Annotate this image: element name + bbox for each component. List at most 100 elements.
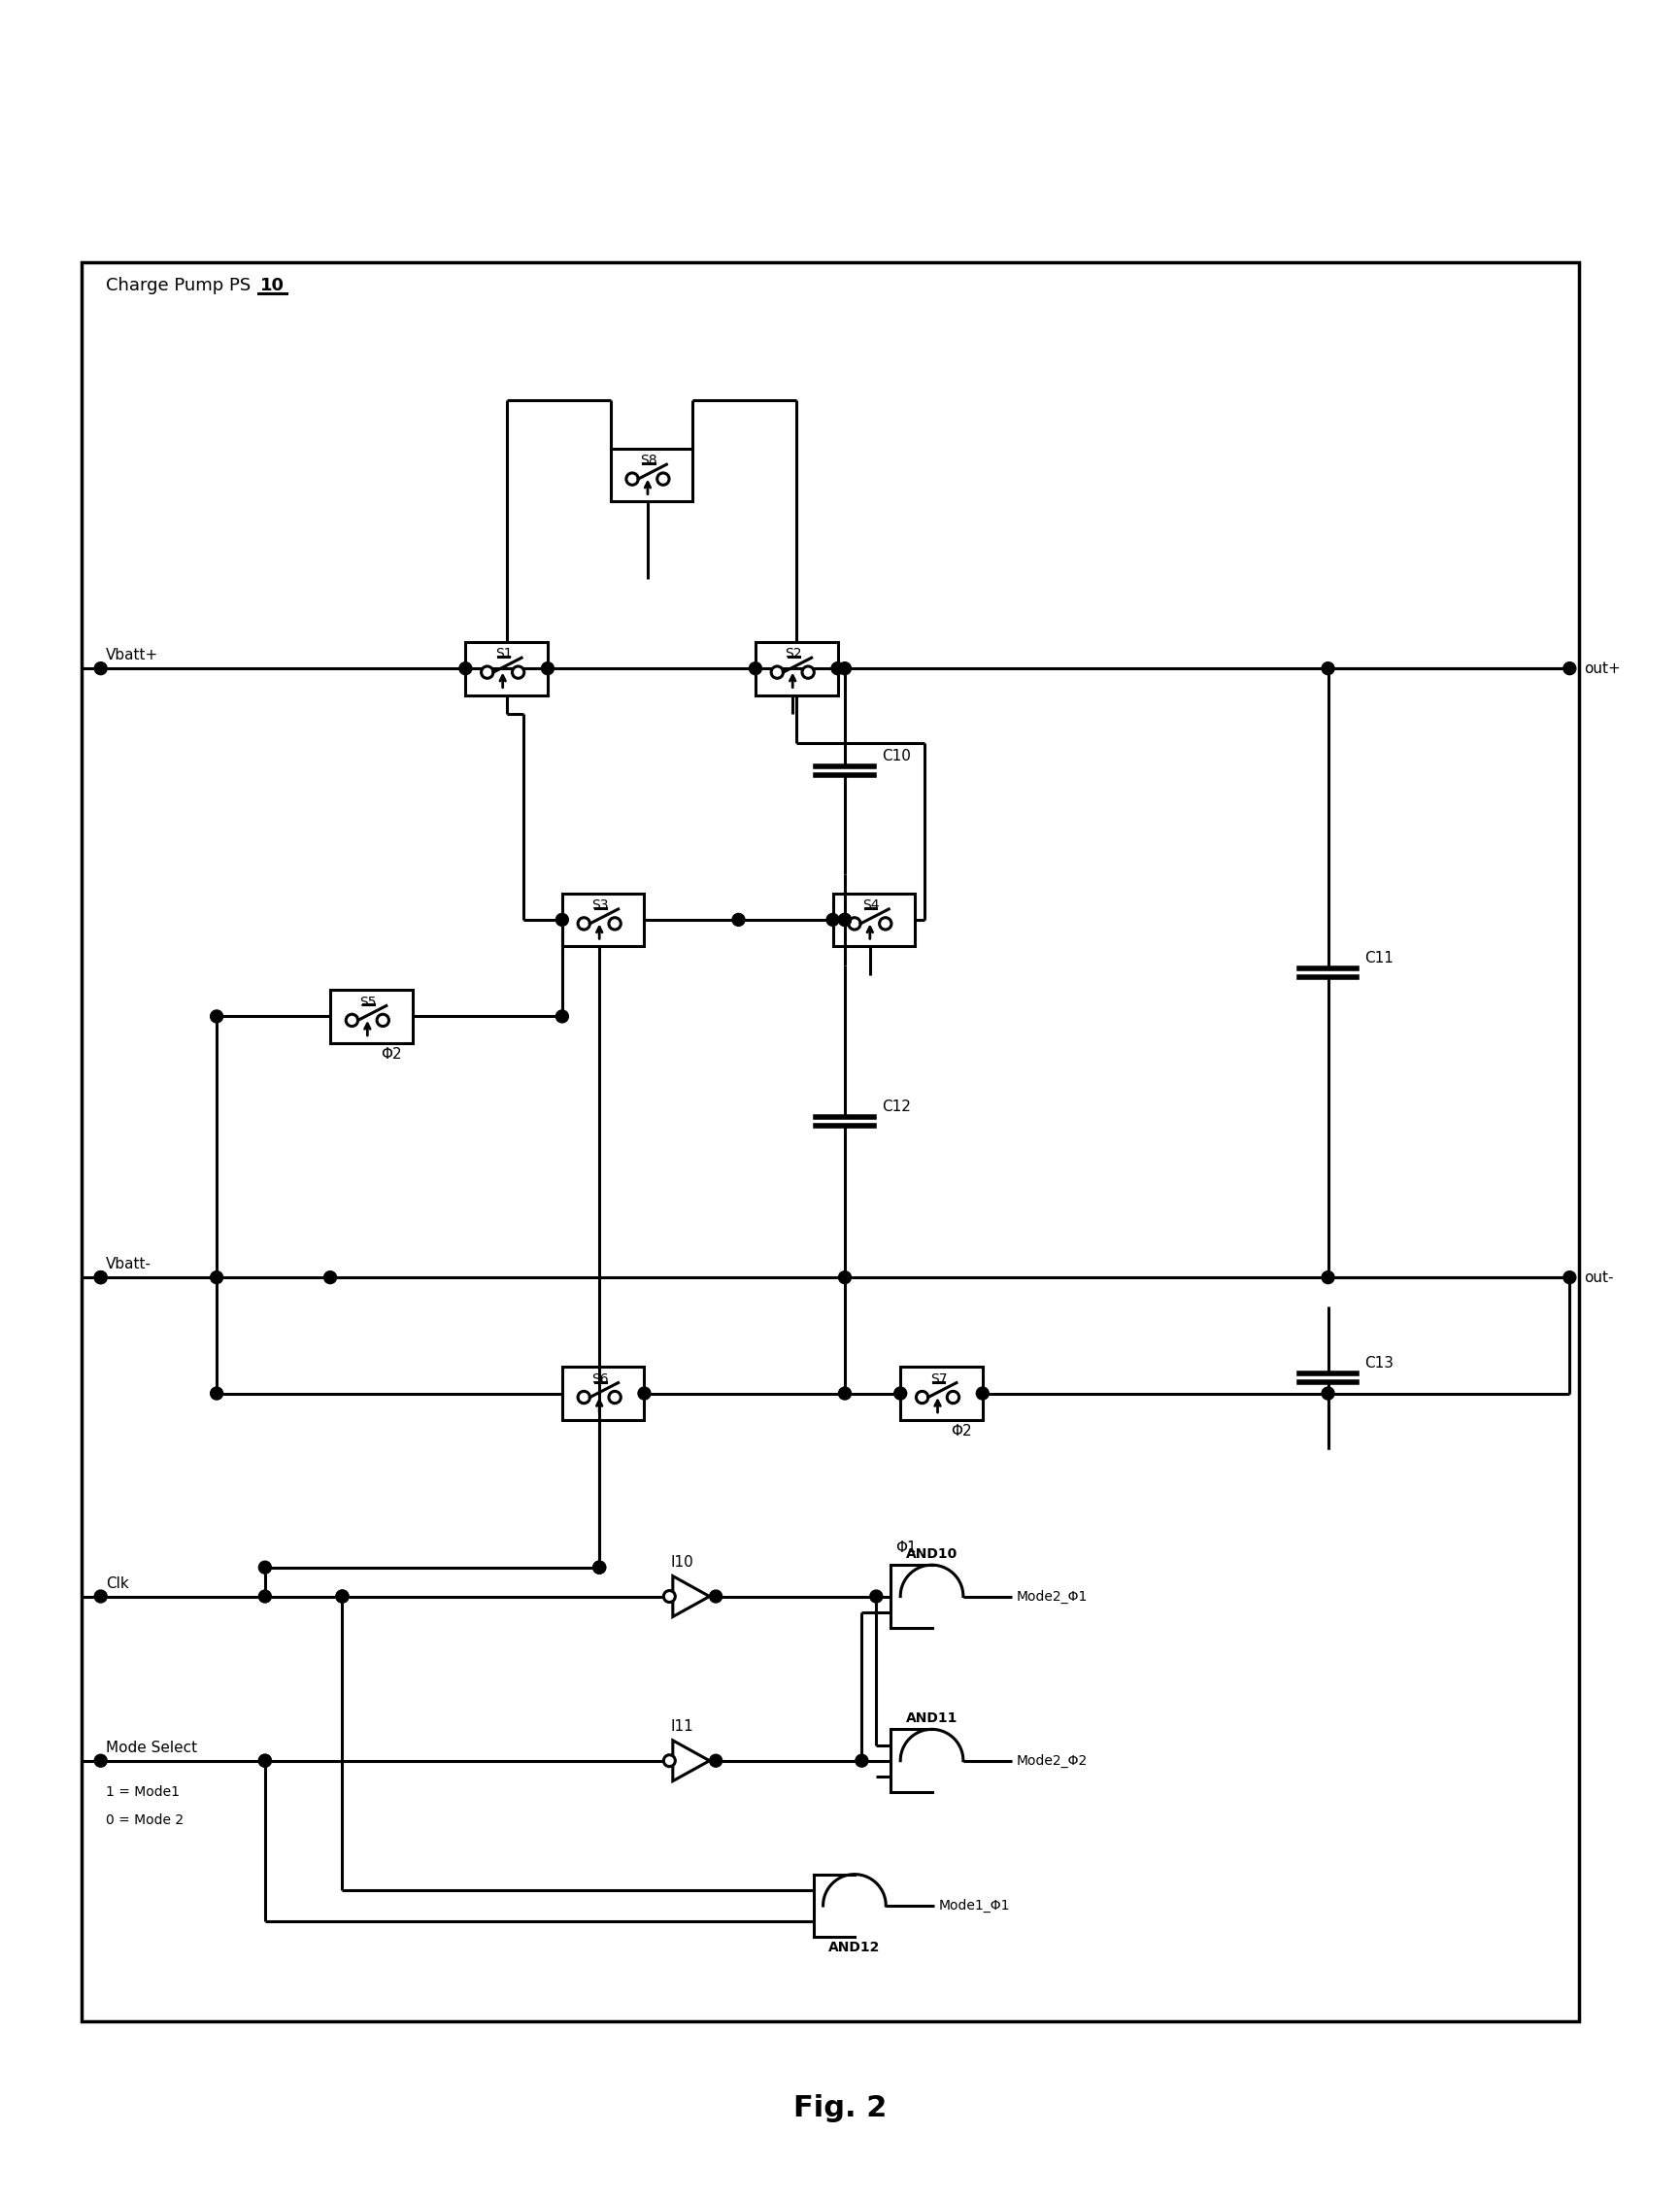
Text: S2: S2	[785, 647, 801, 660]
Circle shape	[556, 913, 568, 927]
Text: AND11: AND11	[906, 1712, 958, 1726]
Circle shape	[210, 1272, 223, 1283]
Circle shape	[336, 1589, 348, 1602]
Text: 1 = Mode1: 1 = Mode1	[106, 1785, 180, 1798]
Bar	[465, 643, 548, 696]
Text: S8: S8	[640, 453, 657, 467]
Text: Mode2_Φ1: Mode2_Φ1	[1016, 1589, 1087, 1602]
Text: C12: C12	[882, 1100, 911, 1114]
Circle shape	[732, 913, 744, 927]
Text: Clk: Clk	[106, 1576, 129, 1591]
Bar	[756, 643, 838, 696]
Circle shape	[94, 663, 108, 676]
Text: out-: out-	[1584, 1270, 1614, 1285]
Bar	[900, 1367, 983, 1420]
Circle shape	[855, 1754, 869, 1767]
Bar	[563, 894, 645, 946]
Circle shape	[801, 667, 815, 678]
Circle shape	[664, 1591, 675, 1602]
Circle shape	[94, 1272, 108, 1283]
Text: I11: I11	[670, 1719, 694, 1734]
Circle shape	[709, 1754, 722, 1767]
Circle shape	[459, 663, 472, 676]
Text: out+: out+	[1584, 660, 1621, 676]
Circle shape	[916, 1391, 927, 1404]
Circle shape	[749, 663, 761, 676]
Text: Mode1_Φ1: Mode1_Φ1	[939, 1899, 1010, 1913]
Bar	[833, 894, 916, 946]
Circle shape	[593, 1561, 606, 1574]
Circle shape	[94, 1754, 108, 1767]
Text: C13: C13	[1364, 1356, 1394, 1371]
Circle shape	[638, 1387, 650, 1400]
Circle shape	[832, 663, 843, 676]
Circle shape	[771, 667, 783, 678]
Text: C10: C10	[882, 748, 911, 764]
Bar	[331, 990, 412, 1043]
Circle shape	[556, 1010, 568, 1023]
Text: Φ2: Φ2	[951, 1424, 973, 1439]
Circle shape	[1322, 1387, 1334, 1400]
Circle shape	[848, 918, 860, 929]
Circle shape	[259, 1561, 270, 1574]
Circle shape	[838, 913, 852, 927]
Text: S4: S4	[862, 898, 879, 911]
Text: Mode2_Φ2: Mode2_Φ2	[1016, 1754, 1087, 1767]
Circle shape	[259, 1589, 270, 1602]
Circle shape	[709, 1589, 722, 1602]
Circle shape	[827, 913, 838, 927]
Circle shape	[1564, 1272, 1576, 1283]
Circle shape	[480, 667, 494, 678]
Circle shape	[870, 1589, 882, 1602]
Circle shape	[578, 918, 590, 929]
Circle shape	[657, 473, 669, 484]
Polygon shape	[672, 1576, 709, 1618]
Circle shape	[1564, 663, 1576, 676]
Circle shape	[210, 1010, 223, 1023]
Bar	[81, 262, 1579, 2023]
Polygon shape	[890, 1730, 963, 1792]
Text: S6: S6	[591, 1371, 608, 1387]
Circle shape	[346, 1015, 358, 1026]
Text: AND10: AND10	[906, 1547, 958, 1561]
Circle shape	[210, 1387, 223, 1400]
Text: S7: S7	[931, 1371, 948, 1387]
Text: Φ2: Φ2	[381, 1048, 402, 1061]
Circle shape	[948, 1391, 959, 1404]
Circle shape	[838, 1272, 852, 1283]
Text: Φ1: Φ1	[895, 1541, 917, 1556]
Text: S3: S3	[591, 898, 608, 911]
Text: Mode Select: Mode Select	[106, 1741, 197, 1754]
Text: S1: S1	[496, 647, 512, 660]
Circle shape	[879, 918, 892, 929]
Text: C11: C11	[1364, 951, 1394, 966]
Polygon shape	[813, 1875, 885, 1937]
Circle shape	[838, 663, 852, 676]
Circle shape	[627, 473, 638, 484]
Circle shape	[94, 1589, 108, 1602]
Text: AND12: AND12	[828, 1941, 880, 1954]
Text: Charge Pump PS: Charge Pump PS	[106, 277, 255, 295]
Text: Fig. 2: Fig. 2	[793, 2095, 887, 2122]
Circle shape	[608, 1391, 622, 1404]
Bar	[610, 449, 692, 502]
Circle shape	[336, 1589, 348, 1602]
Circle shape	[1322, 1272, 1334, 1283]
Text: 0 = Mode 2: 0 = Mode 2	[106, 1814, 183, 1827]
Circle shape	[664, 1754, 675, 1767]
Circle shape	[259, 1754, 270, 1767]
Circle shape	[593, 1561, 606, 1574]
Circle shape	[976, 1387, 990, 1400]
Bar	[563, 1367, 645, 1420]
Text: S5: S5	[360, 995, 376, 1008]
Circle shape	[1322, 663, 1334, 676]
Circle shape	[894, 1387, 907, 1400]
Text: Vbatt-: Vbatt-	[106, 1257, 151, 1272]
Polygon shape	[890, 1565, 963, 1629]
Text: Vbatt+: Vbatt+	[106, 647, 158, 663]
Text: 10: 10	[260, 277, 284, 295]
Circle shape	[608, 918, 622, 929]
Circle shape	[578, 1391, 590, 1404]
Circle shape	[376, 1015, 388, 1026]
Circle shape	[324, 1272, 336, 1283]
